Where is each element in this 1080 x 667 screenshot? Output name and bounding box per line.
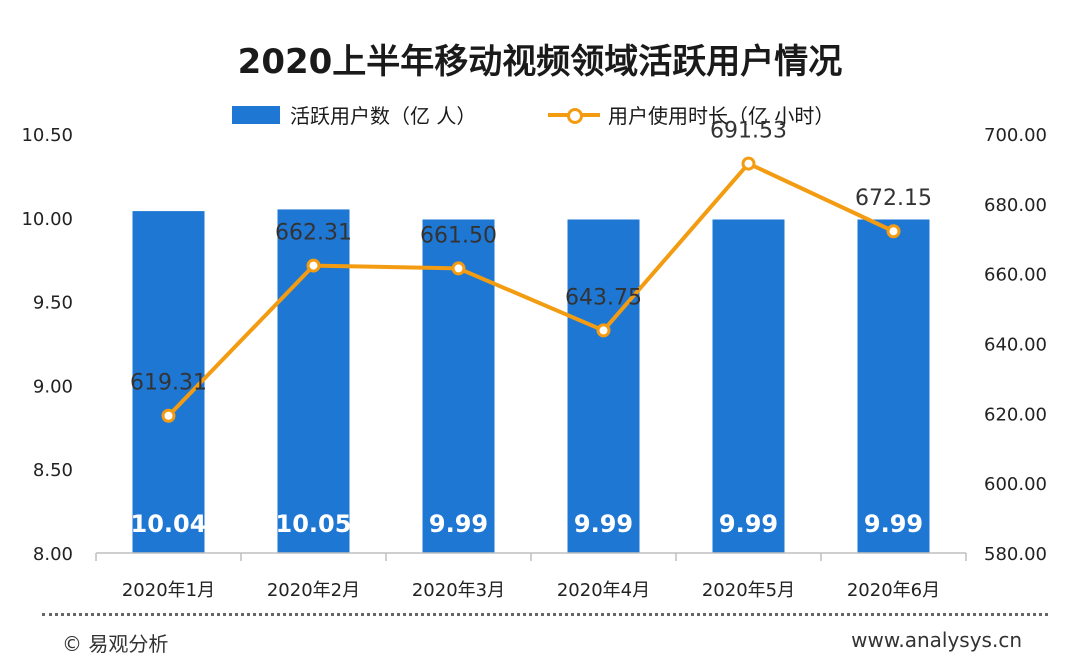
x-tick-label: 2020年4月	[557, 580, 650, 601]
legend-bar-label: 活跃用户数（亿 人）	[290, 104, 477, 128]
bar	[132, 211, 205, 553]
bar-value-label: 10.04	[131, 510, 207, 538]
line-point	[451, 261, 466, 276]
line-point	[741, 156, 756, 171]
chart-legend: 活跃用户数（亿 人） 用户使用时长（亿 小时）	[0, 100, 1080, 128]
right-tick-label: 580.00	[984, 544, 1047, 565]
left-tick-label: 10.50	[21, 125, 73, 146]
line-value-label: 643.75	[565, 285, 642, 310]
legend-item-line: 用户使用时长（亿 小时）	[548, 100, 834, 129]
legend-bar-swatch	[232, 105, 280, 124]
x-tick-label: 2020年2月	[267, 580, 360, 601]
footer-copyright: © 易观分析	[62, 632, 169, 656]
bar-value-label: 9.99	[719, 510, 778, 538]
x-tick-label: 2020年1月	[122, 580, 215, 601]
line-series: 619.31 662.31 661.50 643.75 691.53 672.15	[130, 119, 932, 423]
line-value-label: 661.50	[420, 223, 497, 248]
left-tick-label: 9.50	[33, 293, 73, 314]
x-axis: 2020年1月 2020年2月 2020年3月 2020年4月 2020年5月 2020年…	[95, 553, 967, 601]
left-tick-label: 8.50	[33, 460, 73, 481]
right-tick-label: 640.00	[984, 335, 1047, 356]
line-value-label: 672.15	[855, 186, 932, 211]
right-tick-label: 600.00	[984, 474, 1047, 495]
legend-line-swatch	[548, 106, 600, 124]
line-value-label: 662.31	[275, 221, 352, 246]
footer-url[interactable]: www.analysys.cn	[851, 628, 1022, 652]
bar-value-label: 9.99	[864, 510, 923, 538]
line-path	[167, 161, 895, 418]
line-point	[886, 224, 901, 239]
left-tick-label: 10.00	[21, 209, 73, 230]
line-value-label: 691.53	[710, 119, 787, 144]
left-axis: 8.00 8.50 9.00 9.50 10.00 10.50	[21, 125, 73, 565]
legend-item-bar: 活跃用户数（亿 人）	[232, 100, 476, 129]
x-tick-label: 2020年3月	[412, 580, 505, 601]
right-tick-label: 660.00	[984, 265, 1047, 286]
line-point	[596, 323, 611, 338]
bar-value-label: 9.99	[429, 510, 488, 538]
x-tick-label: 2020年5月	[702, 580, 795, 601]
footer-divider	[42, 613, 1048, 616]
line-point	[161, 408, 176, 423]
bar	[712, 219, 785, 553]
line-value-label: 619.31	[130, 371, 207, 396]
bar-value-label: 10.05	[276, 510, 352, 538]
left-tick-label: 8.00	[33, 544, 73, 565]
bar	[567, 219, 640, 553]
right-tick-label: 680.00	[984, 195, 1047, 216]
right-tick-label: 620.00	[984, 404, 1047, 425]
right-tick-label: 700.00	[984, 125, 1047, 146]
left-tick-label: 9.00	[33, 376, 73, 397]
bar-series: 10.04 10.05 9.99 9.99 9.99 9.99	[131, 209, 930, 554]
legend-line-label: 用户使用时长（亿 小时）	[608, 104, 835, 128]
chart-title: 2020上半年移动视频领域活跃用户情况	[237, 42, 843, 82]
x-tick-label: 2020年6月	[847, 580, 940, 601]
bar	[857, 219, 930, 553]
line-point	[306, 258, 321, 273]
right-axis: 580.00 600.00 620.00 640.00 660.00 680.00 700.…	[984, 125, 1047, 565]
bar-value-label: 9.99	[574, 510, 633, 538]
